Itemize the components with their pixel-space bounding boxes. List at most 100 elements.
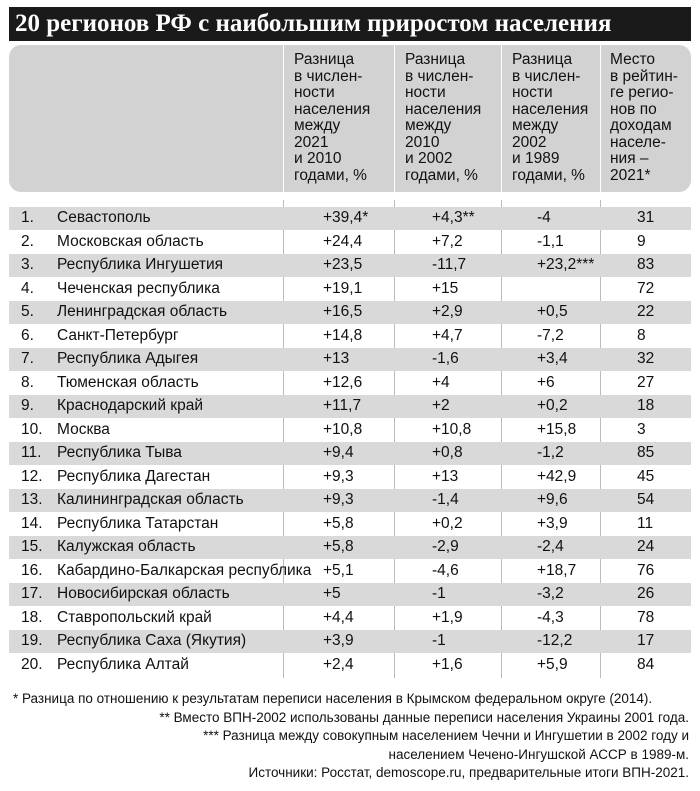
table-row: 18. Ставропольский край +4,4 +1,9 -4,3 78 bbox=[9, 607, 691, 630]
rank-number: 12. bbox=[21, 467, 43, 485]
sources: Источники: Росстат, demoscope.ru, предва… bbox=[248, 765, 689, 780]
header-line: в числен- bbox=[294, 67, 363, 85]
change-2021-2010: +19,1 bbox=[323, 279, 363, 297]
header-line: ности bbox=[512, 84, 553, 101]
change-2010-2002: +4,3** bbox=[432, 209, 475, 226]
income-rank: 78 bbox=[637, 608, 655, 626]
region-name: Чеченская республика bbox=[57, 279, 220, 297]
rank-number: 13. bbox=[21, 491, 43, 508]
rank-number: 19. bbox=[21, 632, 43, 649]
rank-number: 1. bbox=[21, 209, 34, 226]
header-divider bbox=[501, 45, 502, 192]
region-name: Республика Татарстан bbox=[57, 514, 219, 532]
header-line: 2021 bbox=[294, 133, 329, 151]
table-row: 5. Ленинградская область +16,5 +2,9 +0,5 22 bbox=[9, 301, 691, 324]
change-2021-2010: +4,4 bbox=[323, 608, 354, 626]
change-2010-2002: -1 bbox=[432, 585, 446, 602]
change-2021-2010: +5,8 bbox=[323, 538, 354, 555]
change-2002-1989: -4,3 bbox=[537, 608, 564, 626]
header-line: населе- bbox=[610, 133, 666, 151]
region-name: Калининградская область bbox=[57, 491, 244, 508]
change-2002-1989: -4 bbox=[537, 209, 551, 226]
region-name: Санкт-Петербург bbox=[57, 326, 179, 344]
change-2021-2010: +2,4 bbox=[323, 655, 354, 673]
change-2021-2010: +5,1 bbox=[323, 561, 354, 579]
rank-number: 7. bbox=[21, 350, 34, 367]
table-row: 16. Кабардино-Балкарская республика +5,1 -4… bbox=[9, 560, 691, 583]
change-2002-1989: +3,4 bbox=[537, 350, 568, 367]
change-2002-1989: +18,7 bbox=[537, 561, 577, 579]
income-rank: 32 bbox=[637, 350, 655, 367]
income-rank: 24 bbox=[637, 538, 655, 555]
change-2010-2002: +2 bbox=[432, 397, 450, 414]
header-line: ге регио- bbox=[610, 84, 674, 101]
change-2021-2010: +14,8 bbox=[323, 326, 363, 344]
table-row: 15. Калужская область +5,8 -2,9 -2,4 24 bbox=[9, 536, 691, 559]
change-2010-2002: -4,6 bbox=[432, 561, 459, 579]
change-2021-2010: +24,4 bbox=[323, 232, 363, 250]
header-line: и 2002 bbox=[405, 150, 453, 167]
column-divider bbox=[600, 200, 601, 678]
table-row: 20. Республика Алтай +2,4 +1,6 +5,9 84 bbox=[9, 654, 691, 677]
change-2010-2002: +0,8 bbox=[432, 444, 463, 461]
header-line: 2021* bbox=[610, 166, 651, 184]
change-2010-2002: -11,7 bbox=[432, 256, 467, 273]
change-2002-1989: +5,9 bbox=[537, 655, 568, 673]
region-name: Ставропольский край bbox=[57, 608, 212, 626]
table-row: 7. Республика Адыгея +13 -1,6 +3,4 32 bbox=[9, 348, 691, 371]
income-rank: 17 bbox=[637, 632, 655, 649]
change-2002-1989: -3,2 bbox=[537, 585, 564, 602]
change-2002-1989: -1,1 bbox=[537, 232, 564, 250]
change-2021-2010: +9,3 bbox=[323, 467, 354, 485]
rank-number: 15. bbox=[21, 538, 43, 555]
change-2002-1989: +15,8 bbox=[537, 420, 577, 438]
table-row: 11. Республика Тыва +9,4 +0,8 -1,2 85 bbox=[9, 442, 691, 465]
header-line: 2002 bbox=[512, 133, 547, 151]
rank-number: 14. bbox=[21, 514, 43, 532]
header-line: Разница bbox=[512, 51, 573, 68]
header-divider bbox=[394, 45, 395, 192]
income-rank: 11 bbox=[637, 514, 654, 532]
region-name: Ленинградская область bbox=[57, 303, 228, 320]
column-divider bbox=[501, 200, 502, 678]
table-row: 4. Чеченская республика +19,1 +15 72 bbox=[9, 278, 691, 301]
rank-number: 8. bbox=[21, 373, 34, 391]
change-2010-2002: +7,2 bbox=[432, 232, 463, 250]
change-2021-2010: +13 bbox=[323, 350, 350, 367]
income-rank: 9 bbox=[637, 232, 646, 250]
region-name: Москва bbox=[57, 420, 110, 438]
table-row: 3. Республика Ингушетия +23,5 -11,7 +23,2***… bbox=[9, 254, 691, 277]
change-2010-2002: -2,9 bbox=[432, 538, 459, 555]
region-name: Севастополь bbox=[57, 209, 151, 226]
change-2021-2010: +23,5 bbox=[323, 256, 363, 273]
change-2010-2002: +1,9 bbox=[432, 608, 463, 626]
header-line: Разница bbox=[294, 51, 355, 68]
rank-number: 18. bbox=[21, 608, 43, 626]
header-line: годами, % bbox=[512, 166, 585, 184]
change-2002-1989: +23,2*** bbox=[537, 256, 595, 273]
change-2010-2002: +2,9 bbox=[432, 303, 463, 320]
region-name: Республика Дагестан bbox=[57, 467, 211, 485]
change-2002-1989: -7,2 bbox=[537, 326, 564, 344]
change-2021-2010: +9,4 bbox=[323, 444, 354, 461]
change-2002-1989: +3,9 bbox=[537, 514, 568, 532]
income-rank: 22 bbox=[637, 303, 655, 320]
change-2021-2010: +11,7 bbox=[323, 397, 362, 414]
change-2010-2002: +4 bbox=[432, 373, 450, 391]
change-2010-2002: +13 bbox=[432, 467, 459, 485]
table-row: 19. Республика Саха (Якутия) +3,9 -1 -12,2 17 bbox=[9, 630, 691, 653]
change-2002-1989: -12,2 bbox=[537, 632, 573, 649]
income-rank: 85 bbox=[637, 444, 655, 461]
rank-number: 20. bbox=[21, 655, 43, 673]
header-line: населения bbox=[405, 100, 482, 118]
column-header-2002-1989: Разница в числен-ности населения между 2002 и… bbox=[512, 51, 589, 184]
change-2002-1989: +0,2 bbox=[537, 397, 568, 414]
region-name: Калужская область bbox=[57, 538, 196, 555]
footnote: * Разница по отношению к результатам пер… bbox=[13, 691, 653, 706]
change-2002-1989: +9,6 bbox=[537, 491, 568, 508]
income-rank: 18 bbox=[637, 397, 655, 414]
header-line: и 2010 bbox=[294, 150, 342, 167]
region-name: Краснодарский край bbox=[57, 397, 203, 414]
change-2010-2002: -1,6 bbox=[432, 350, 459, 367]
header-line: населения bbox=[512, 100, 589, 118]
